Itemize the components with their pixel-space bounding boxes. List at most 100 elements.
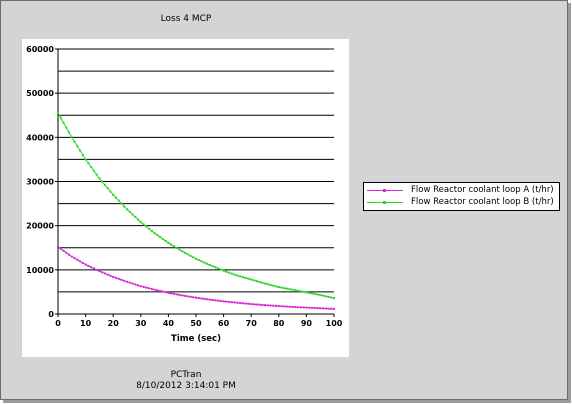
- data-point: [324, 295, 327, 298]
- data-point: [109, 274, 112, 277]
- data-point: [241, 276, 244, 279]
- data-point: [178, 293, 181, 296]
- y-tick-label: 30000: [26, 178, 54, 187]
- data-point: [167, 241, 170, 244]
- data-point: [139, 285, 142, 288]
- data-point: [59, 247, 62, 250]
- data-point: [236, 301, 239, 304]
- data-point: [62, 249, 65, 252]
- data-point: [308, 306, 311, 309]
- x-tick-label: 80: [273, 319, 285, 328]
- y-tick-label: 20000: [26, 222, 54, 231]
- data-point: [120, 278, 123, 281]
- data-point: [324, 307, 327, 310]
- data-point: [286, 305, 289, 308]
- y-tick-label: 50000: [26, 89, 54, 98]
- data-point: [57, 112, 59, 115]
- data-point: [73, 140, 76, 143]
- data-point: [200, 260, 203, 263]
- data-point: [277, 305, 280, 308]
- data-point: [250, 303, 253, 306]
- data-point: [161, 290, 164, 293]
- data-point: [172, 245, 175, 248]
- data-point: [333, 297, 335, 300]
- data-point: [299, 306, 302, 309]
- footer-app-name: PCTran: [170, 370, 202, 380]
- legend-swatch-loop-a: [367, 188, 403, 192]
- data-point: [233, 301, 236, 304]
- data-point: [252, 279, 255, 282]
- data-point: [159, 236, 162, 239]
- data-point: [175, 246, 178, 249]
- data-point: [139, 221, 142, 224]
- data-point: [167, 291, 170, 294]
- data-point: [195, 257, 197, 260]
- data-point: [95, 173, 98, 176]
- data-point: [164, 239, 167, 242]
- data-point: [57, 245, 59, 248]
- data-point: [330, 296, 333, 299]
- data-point: [103, 183, 106, 186]
- data-point: [228, 300, 231, 303]
- data-point: [206, 262, 209, 265]
- data-point: [98, 177, 101, 180]
- data-point: [183, 294, 186, 297]
- data-point: [286, 287, 289, 290]
- data-point: [261, 281, 264, 284]
- data-point: [313, 306, 316, 309]
- data-point: [181, 294, 184, 297]
- data-point: [189, 254, 192, 257]
- data-point: [261, 303, 264, 306]
- data-point: [313, 292, 316, 295]
- data-point: [258, 303, 261, 306]
- data-point: [250, 278, 253, 281]
- data-point: [266, 283, 269, 286]
- data-point: [297, 289, 300, 292]
- data-point: [134, 216, 137, 219]
- data-point: [283, 287, 286, 290]
- y-tick-label: 60000: [26, 45, 54, 54]
- data-point: [172, 292, 175, 295]
- data-point: [305, 291, 308, 294]
- data-point: [178, 248, 181, 251]
- data-point: [148, 227, 151, 230]
- data-point: [269, 283, 272, 286]
- data-point: [148, 287, 151, 290]
- data-point: [156, 234, 159, 237]
- data-point: [189, 295, 192, 298]
- data-point: [208, 263, 211, 266]
- data-point: [255, 280, 258, 283]
- data-point: [233, 273, 236, 276]
- data-point: [283, 305, 286, 308]
- y-tick-label: 10000: [26, 266, 54, 275]
- data-point: [203, 297, 206, 300]
- data-point: [280, 305, 283, 308]
- data-point: [208, 298, 211, 301]
- data-point: [161, 238, 164, 241]
- x-tick-label: 100: [326, 319, 343, 328]
- data-point: [327, 307, 330, 310]
- data-point: [145, 225, 148, 228]
- data-point: [84, 263, 87, 266]
- data-point: [319, 294, 322, 297]
- data-point: [106, 273, 109, 276]
- data-point: [84, 158, 87, 161]
- data-point: [316, 307, 319, 310]
- x-tick-label: 60: [218, 319, 230, 328]
- data-point: [79, 260, 82, 263]
- data-point: [297, 306, 300, 309]
- data-point: [214, 266, 217, 269]
- data-point: [310, 292, 313, 295]
- data-point: [81, 154, 84, 156]
- data-point: [70, 255, 73, 258]
- legend-item-loop-a: Flow Reactor coolant loop A (t/hr): [367, 184, 554, 196]
- data-point: [200, 297, 203, 300]
- series-line-loop-a: [57, 246, 335, 310]
- data-point: [266, 304, 269, 307]
- data-point: [203, 261, 206, 264]
- data-point: [192, 256, 195, 259]
- data-point: [247, 302, 250, 305]
- data-point: [145, 286, 148, 289]
- data-point: [217, 299, 220, 302]
- data-point: [228, 271, 231, 274]
